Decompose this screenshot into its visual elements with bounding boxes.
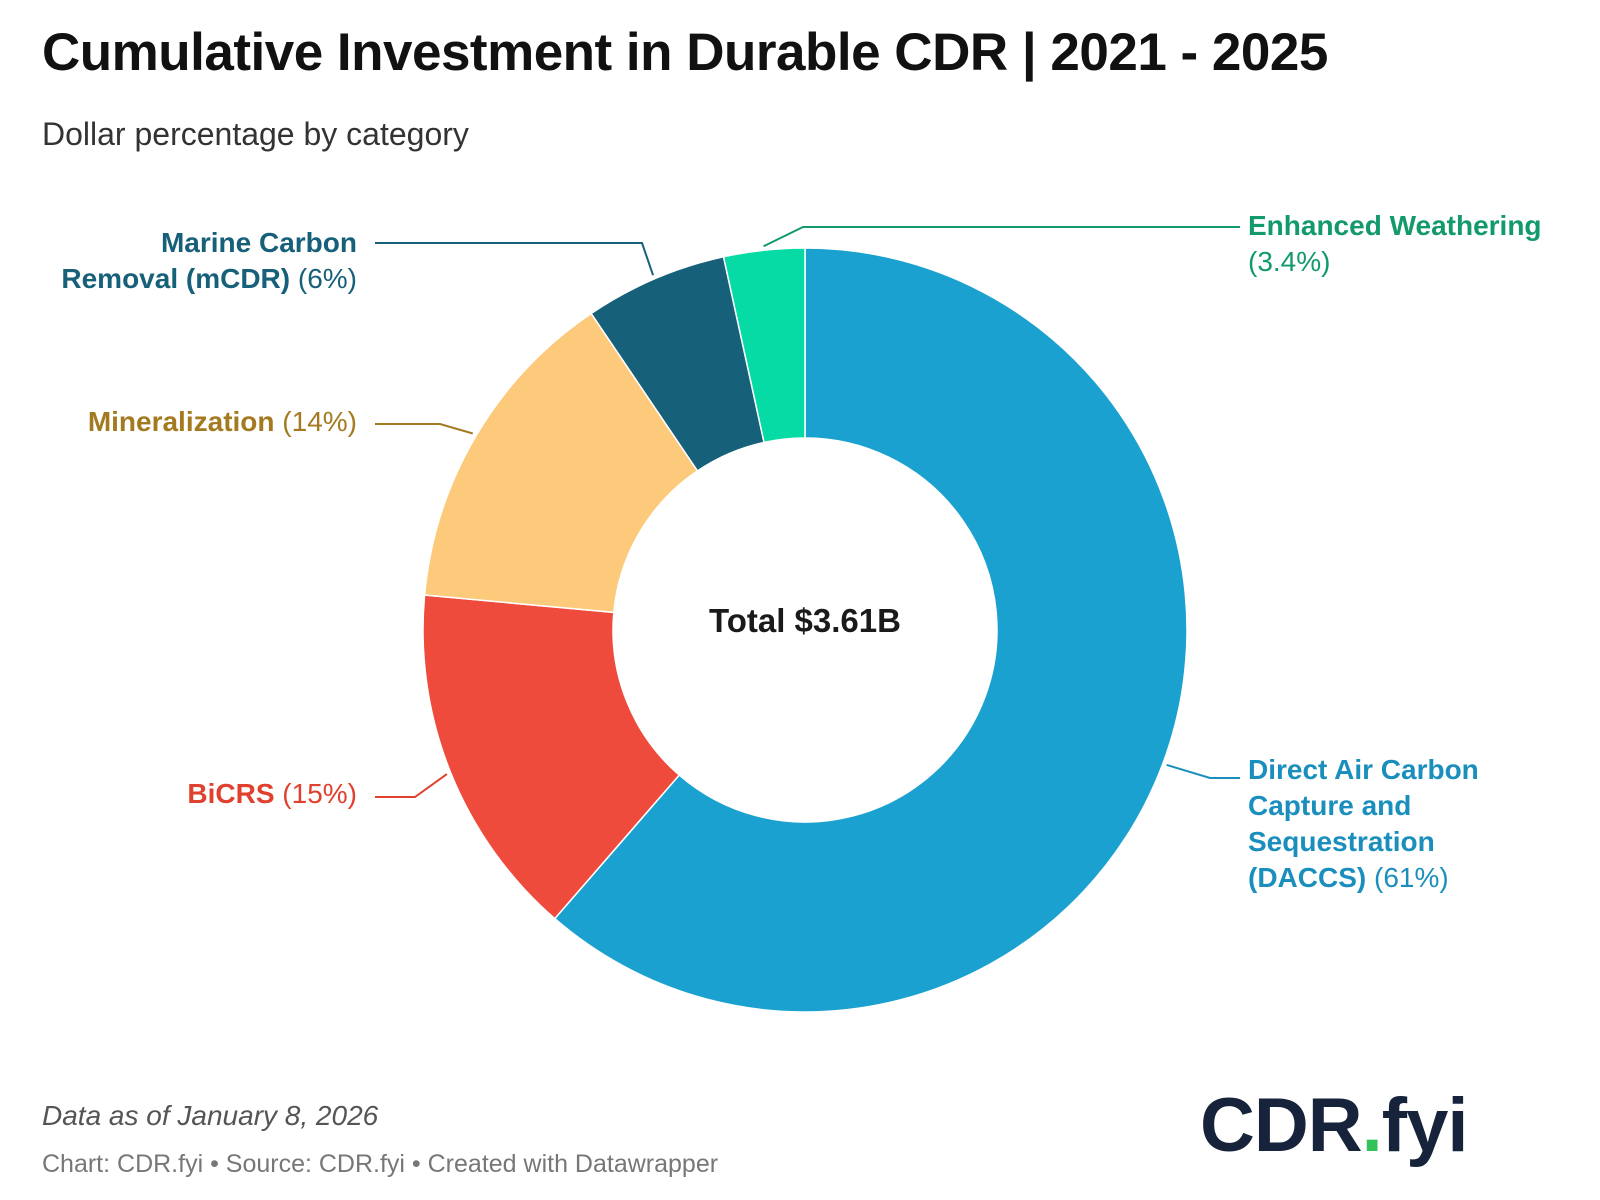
slice-label-mineralization: Mineralization (14%)	[88, 404, 357, 440]
donut-slice-1	[422, 594, 681, 920]
slice-label-name-line: BiCRS	[187, 778, 275, 809]
chart-subtitle: Dollar percentage by category	[42, 116, 469, 152]
slice-label-bicrs: BiCRS (15%)	[187, 776, 357, 812]
leader-line-1	[375, 773, 448, 798]
slice-label-percent: (61%)	[1374, 862, 1449, 893]
slice-label-mcdr: Marine Carbon Removal (mCDR) (6%)	[61, 225, 357, 297]
slice-label-name-line: (DACCS)	[1248, 862, 1367, 893]
slice-label-percent: (14%)	[282, 406, 357, 437]
slice-label-name-line: Capture and	[1248, 790, 1412, 821]
slice-label-enhanced-weathering: Enhanced Weathering (3.4%)	[1248, 208, 1542, 280]
chart-credit: Chart: CDR.fyi • Source: CDR.fyi • Creat…	[42, 1150, 719, 1178]
leader-line-3	[375, 242, 655, 276]
slice-label-name-line: Sequestration	[1248, 826, 1435, 857]
donut-slice-4	[722, 247, 806, 444]
leader-line-group	[375, 226, 1240, 798]
slice-label-name-line: Mineralization	[87, 406, 275, 437]
logo-text-right: fyi	[1381, 1083, 1469, 1168]
slice-label-percent: (3.4%)	[1248, 246, 1331, 277]
slice-label-percent: (6%)	[297, 263, 357, 294]
slice-label-percent: (15%)	[282, 778, 357, 809]
slice-label-name-line: Removal (mCDR)	[61, 263, 291, 294]
chart-title: Cumulative Investment in Durable CDR | 2…	[42, 23, 1328, 82]
leader-line-2	[375, 423, 474, 435]
data-date-note: Data as of January 8, 2026	[42, 1100, 379, 1131]
cdr-fyi-logo: CDR.fyi	[1200, 1082, 1469, 1169]
logo-dot: .	[1361, 1083, 1383, 1168]
slice-group	[422, 247, 1188, 1013]
slice-label-name-line: Enhanced Weathering	[1248, 210, 1542, 241]
slice-label-name-line: Marine Carbon	[160, 227, 357, 258]
leader-line-0	[1166, 763, 1240, 779]
slice-label-daccs: Direct Air Carbon Capture and Sequestrat…	[1248, 752, 1479, 896]
logo-text-left: CDR	[1200, 1083, 1363, 1168]
donut-center-total: Total $3.61B	[709, 602, 901, 639]
donut-slice-2	[423, 312, 699, 614]
slice-label-name-line: Direct Air Carbon	[1248, 754, 1479, 785]
donut-slice-0	[553, 247, 1188, 1013]
leader-line-4	[763, 226, 1240, 248]
